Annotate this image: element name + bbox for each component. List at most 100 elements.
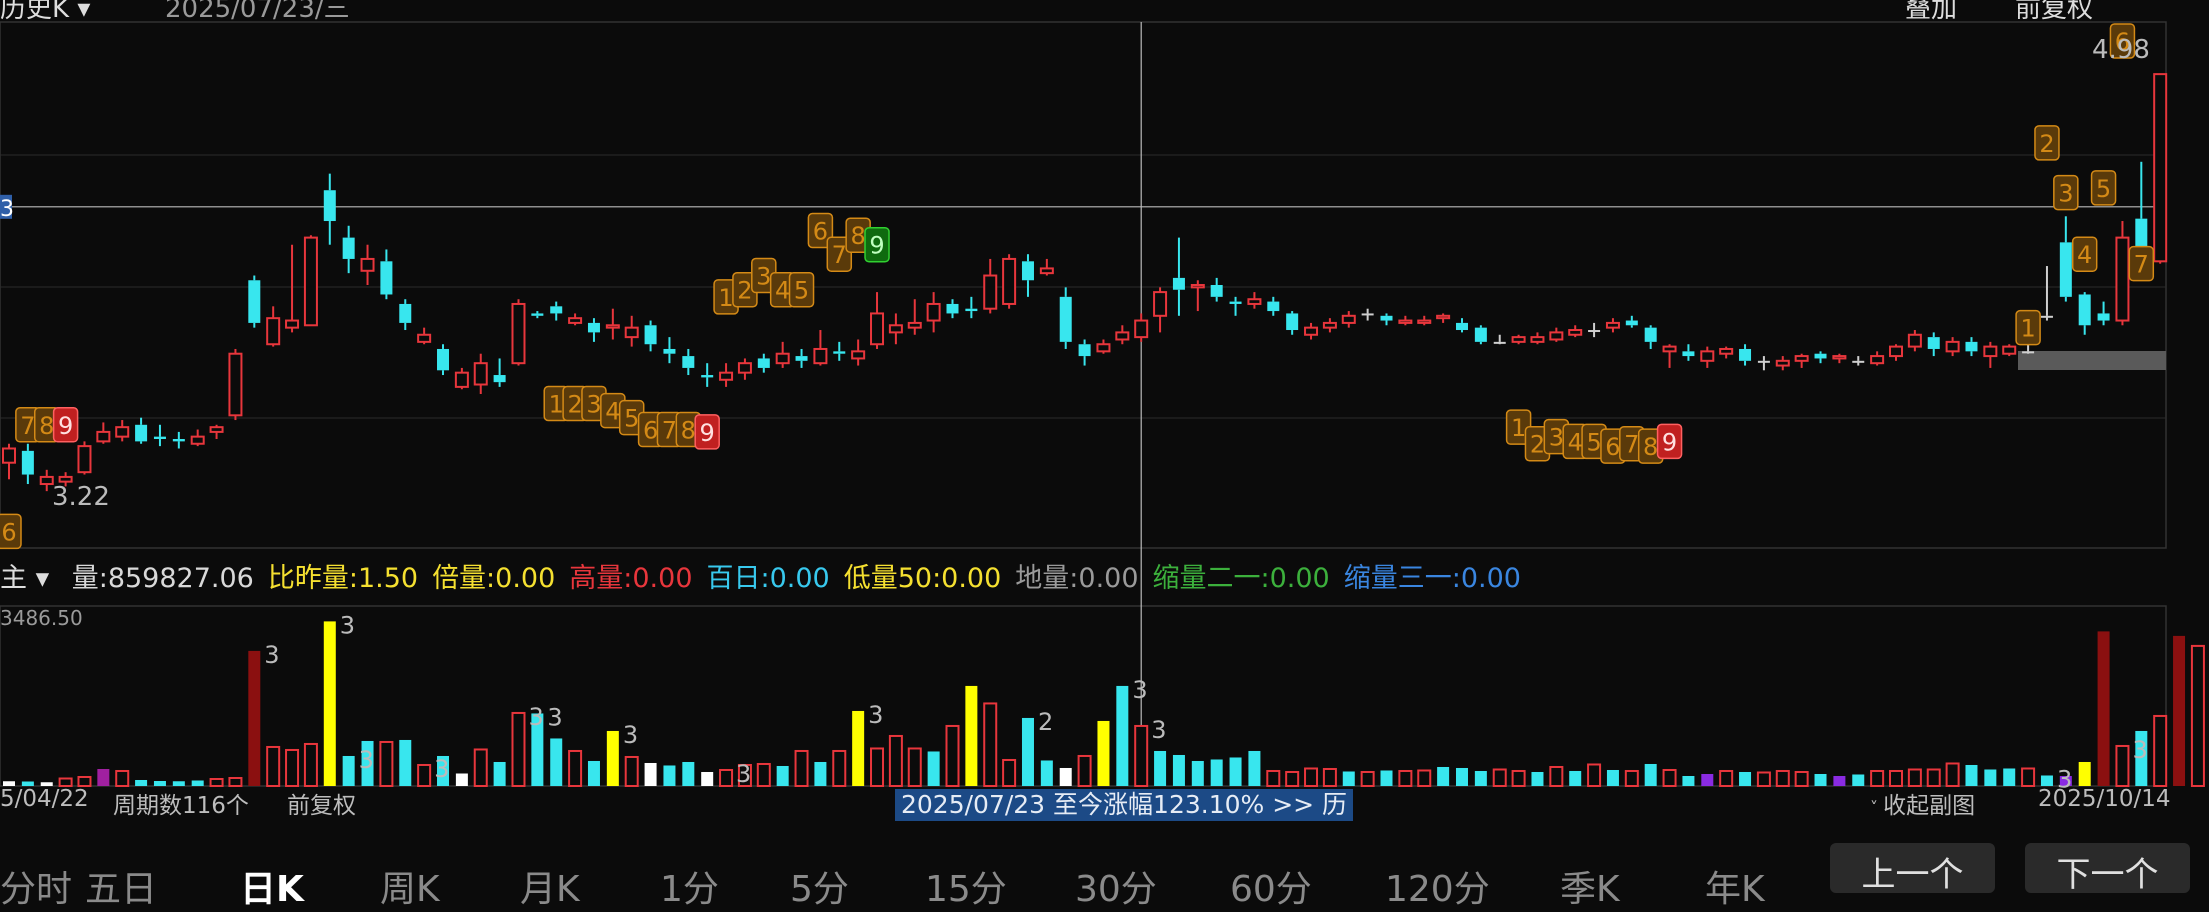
candle-body [1436,314,1451,320]
tab-7[interactable]: 15分 [925,869,1007,910]
tab-0[interactable]: 分时 [0,869,73,910]
volume-bar [644,762,657,786]
sequence-number: 7 [1624,431,1639,459]
sequence-badge [864,226,890,263]
candle-body [1172,277,1185,290]
history-k-selector[interactable]: 历史K ▾ [0,0,90,25]
tab-10[interactable]: 120分 [1385,869,1490,910]
candle-body [1983,345,1998,358]
overlay-button[interactable]: 叠加 [1905,0,1958,24]
volume-bar [663,765,676,786]
candle-body [1096,343,1111,353]
volume-bar [870,747,885,788]
crosshair-price-text: 3 [0,197,14,222]
volume-bar [1172,754,1185,786]
volume-marker: 3 [340,611,355,639]
tab-6[interactable]: 5分 [790,869,849,910]
sequence-badge [826,236,853,272]
sequence-badge [1656,423,1683,460]
volume-bar [1285,770,1300,788]
volume-bar [40,782,53,786]
candle-body [1002,257,1017,305]
tab-4[interactable]: 月K [520,869,580,910]
collapse-label: 收起副图 [1883,793,1976,819]
candle-body [1700,350,1715,362]
volume-bar [153,780,166,786]
candle-body [115,426,130,438]
sequence-badge [2015,309,2041,346]
volume-bar [2173,635,2186,786]
candle-body [342,237,355,259]
end-date: 2025/10/14 [2038,786,2171,812]
volume-bar [2021,767,2036,788]
candle-body [1190,284,1205,289]
volume-bar [1097,720,1110,786]
candle-body [1794,355,1809,362]
candle-body [399,303,412,323]
sequence-number: 6 [1605,433,1620,461]
candle-body [1398,319,1413,324]
tab-8[interactable]: 30分 [1075,869,1157,910]
indicator-value: 缩量二一:0.00 [1152,563,1330,594]
volume-bar [135,779,148,786]
volume-bar [399,739,412,786]
collapse-subchart-button[interactable]: ˅ 收起副图 [1870,786,1975,820]
candle-body [1134,319,1149,339]
volume-bar [888,734,903,788]
sequence-number: 6 [643,417,658,445]
sequence-number: 3 [1549,424,1564,452]
tab-9[interactable]: 60分 [1230,869,1312,910]
next-stock-button[interactable]: 下一个 [2025,843,2190,895]
volume-bar [1248,750,1261,786]
sequence-badge [2034,125,2060,161]
candle-body [1719,347,1734,355]
volume-bar [191,780,204,786]
volume-bar [814,761,827,786]
tab-1[interactable]: 五日 [85,869,158,910]
volume-bar [1455,767,1468,786]
prev-stock-button[interactable]: 上一个 [1830,843,1995,895]
candle-body [719,371,734,381]
volume-bar [285,748,300,788]
candle-body [587,322,600,333]
candle-body [473,362,488,386]
tab-3[interactable]: 周K [380,869,440,910]
sequence-badge [788,271,815,308]
volume-bar [1229,757,1242,786]
main-indicator-selector[interactable]: 主 ▾ [0,563,49,594]
candle-body [624,326,639,339]
gain-banner[interactable]: 2025/07/23 至今涨幅123.10% >> 历 [895,789,1354,821]
candle-body [795,356,808,361]
volume-bar [1644,763,1657,786]
chevron-down-icon: ▾ [27,563,50,594]
volume-bar [1342,771,1355,786]
volume-marker: 2 [1038,708,1053,736]
volume-bar [945,724,960,787]
tab-11[interactable]: 季K [1560,869,1620,910]
tab-5[interactable]: 1分 [660,869,719,910]
volume-bar [1380,770,1393,786]
volume-marker: 3 [1151,716,1166,744]
low-price-label: 3.22 [52,482,110,512]
candle-body [285,319,300,329]
volume-bar [1116,685,1129,786]
candle-body [2022,351,2035,354]
candle-body [21,450,34,475]
volume-marker: 3 [2057,765,2072,793]
candle-body [493,375,506,383]
volume-bar [568,749,583,788]
volume-bar [1077,754,1092,788]
volume-bar [209,777,224,787]
tab-12[interactable]: 年K [1705,869,1765,910]
candle-body [1455,322,1468,331]
adjust-button[interactable]: 前复权 [2015,0,2094,24]
volume-bar [2003,768,2016,786]
chevron-down-icon: ˅ [1870,798,1884,817]
volume-bar [587,760,600,786]
sequence-number: 8 [39,412,54,440]
sequence-number: 5 [794,277,809,305]
candle-body [380,261,393,295]
volume-bar [2078,761,2091,786]
tab-2[interactable]: 日K [240,869,304,910]
